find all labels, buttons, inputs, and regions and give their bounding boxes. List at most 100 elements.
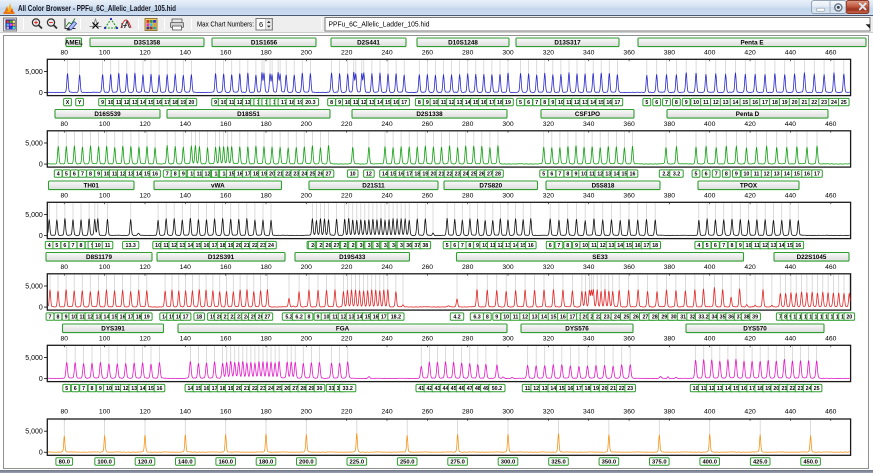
svg-text:22: 22 <box>230 315 236 321</box>
svg-text:5: 5 <box>695 172 698 178</box>
svg-text:D3S1358: D3S1358 <box>134 40 161 47</box>
svg-text:400: 400 <box>704 336 716 343</box>
svg-text:11: 11 <box>114 386 120 392</box>
svg-text:11: 11 <box>116 100 122 106</box>
svg-text:25: 25 <box>471 172 477 178</box>
svg-text:10: 10 <box>693 100 699 106</box>
svg-text:D22S1045: D22S1045 <box>797 254 827 261</box>
svg-text:5: 5 <box>65 172 68 178</box>
svg-text:11: 11 <box>525 386 531 392</box>
svg-text:9: 9 <box>426 100 429 106</box>
svg-text:9: 9 <box>214 100 217 106</box>
svg-text:14: 14 <box>377 100 383 106</box>
svg-text:100: 100 <box>99 264 111 271</box>
svg-text:6: 6 <box>527 100 530 106</box>
svg-text:120: 120 <box>139 193 151 200</box>
svg-text:12: 12 <box>762 243 768 249</box>
svg-text:15: 15 <box>598 100 604 106</box>
svg-text:8: 8 <box>566 243 569 249</box>
svg-text:16: 16 <box>795 243 801 249</box>
svg-text:11: 11 <box>229 100 235 106</box>
svg-text:12: 12 <box>124 100 130 106</box>
svg-text:380: 380 <box>664 336 676 343</box>
svg-text:12: 12 <box>205 172 211 178</box>
svg-text:18: 18 <box>172 100 178 106</box>
svg-text:17: 17 <box>569 315 575 321</box>
svg-text:44: 44 <box>443 386 449 392</box>
svg-text:5: 5 <box>65 386 68 392</box>
svg-text:17: 17 <box>212 386 218 392</box>
svg-text:19: 19 <box>144 315 150 321</box>
svg-text:360: 360 <box>623 264 635 271</box>
svg-text:23: 23 <box>455 172 461 178</box>
svg-text:D10S1248: D10S1248 <box>448 40 478 47</box>
svg-text:16: 16 <box>560 315 566 321</box>
svg-text:220: 220 <box>341 409 353 416</box>
svg-text:300: 300 <box>502 50 514 57</box>
svg-text:38: 38 <box>422 243 428 249</box>
svg-text:11: 11 <box>490 243 496 249</box>
svg-text:100: 100 <box>99 409 111 416</box>
svg-text:14: 14 <box>590 100 596 106</box>
svg-text:320: 320 <box>543 193 555 200</box>
svg-text:320: 320 <box>543 336 555 343</box>
svg-text:100: 100 <box>99 336 111 343</box>
svg-text:26: 26 <box>284 386 290 392</box>
svg-text:18: 18 <box>585 386 591 392</box>
svg-text:180: 180 <box>260 121 272 128</box>
svg-text:100.0: 100.0 <box>97 460 112 466</box>
svg-text:16: 16 <box>528 243 534 249</box>
svg-text:8: 8 <box>174 172 177 178</box>
svg-text:12: 12 <box>341 315 347 321</box>
svg-text:19: 19 <box>228 243 234 249</box>
svg-text:180: 180 <box>260 264 272 271</box>
svg-text:D2S441: D2S441 <box>357 40 380 47</box>
svg-text:360: 360 <box>623 409 635 416</box>
svg-text:14: 14 <box>725 386 731 392</box>
svg-text:20: 20 <box>188 100 194 106</box>
svg-text:240: 240 <box>381 121 393 128</box>
svg-text:11: 11 <box>513 315 519 321</box>
svg-text:120: 120 <box>139 336 151 343</box>
svg-text:260: 260 <box>422 336 434 343</box>
svg-text:7: 7 <box>49 315 52 321</box>
svg-text:14: 14 <box>136 172 142 178</box>
svg-text:9: 9 <box>338 100 341 106</box>
svg-text:16: 16 <box>152 172 158 178</box>
svg-text:200: 200 <box>301 409 313 416</box>
svg-text:31.2: 31.2 <box>680 315 690 321</box>
svg-text:20: 20 <box>430 172 436 178</box>
svg-text:11: 11 <box>163 243 169 249</box>
svg-text:9: 9 <box>65 315 68 321</box>
svg-text:16: 16 <box>635 243 641 249</box>
svg-text:21: 21 <box>244 243 250 249</box>
svg-text:14: 14 <box>550 386 556 392</box>
svg-text:20: 20 <box>217 315 223 321</box>
svg-text:20: 20 <box>792 100 798 106</box>
svg-text:23: 23 <box>260 386 266 392</box>
svg-text:280: 280 <box>462 409 474 416</box>
svg-text:8: 8 <box>330 100 333 106</box>
svg-text:10: 10 <box>558 100 564 106</box>
svg-text:Max Chart Numbers:: Max Chart Numbers: <box>197 20 254 29</box>
svg-text:12: 12 <box>713 100 719 106</box>
svg-text:7: 7 <box>72 243 75 249</box>
svg-text:12: 12 <box>123 386 129 392</box>
svg-text:12: 12 <box>449 100 455 106</box>
svg-text:240: 240 <box>381 50 393 57</box>
svg-text:18: 18 <box>757 386 763 392</box>
svg-text:17: 17 <box>212 243 218 249</box>
svg-text:300: 300 <box>502 264 514 271</box>
svg-text:16: 16 <box>630 172 636 178</box>
svg-text:9: 9 <box>575 172 578 178</box>
svg-text:21: 21 <box>224 315 230 321</box>
svg-text:15: 15 <box>621 172 627 178</box>
svg-text:24: 24 <box>301 172 307 178</box>
svg-text:19: 19 <box>228 386 234 392</box>
svg-text:23: 23 <box>821 100 827 106</box>
svg-text:14: 14 <box>541 315 547 321</box>
svg-text:50.2: 50.2 <box>492 386 502 392</box>
svg-text:2.2: 2.2 <box>662 172 669 178</box>
svg-text:SE33: SE33 <box>592 254 608 261</box>
svg-text:6: 6 <box>705 172 708 178</box>
